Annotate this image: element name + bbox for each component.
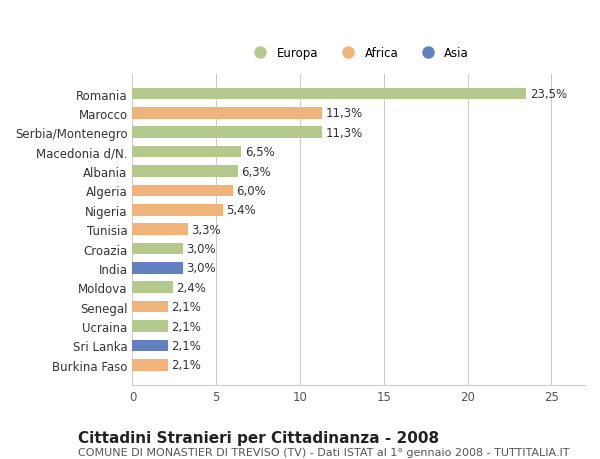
Bar: [133, 301, 167, 313]
Bar: [133, 340, 167, 352]
Text: 6,5%: 6,5%: [245, 146, 275, 159]
Text: 3,3%: 3,3%: [191, 223, 221, 236]
Legend: Europa, Africa, Asia: Europa, Africa, Asia: [245, 43, 472, 63]
Bar: [133, 263, 183, 274]
Text: COMUNE DI MONASTIER DI TREVISO (TV) - Dati ISTAT al 1° gennaio 2008 - TUTTITALIA: COMUNE DI MONASTIER DI TREVISO (TV) - Da…: [78, 447, 569, 457]
Text: 2,1%: 2,1%: [171, 358, 201, 371]
Text: 5,4%: 5,4%: [226, 204, 256, 217]
Text: 23,5%: 23,5%: [530, 88, 567, 101]
Bar: [133, 89, 526, 100]
Text: 2,1%: 2,1%: [171, 301, 201, 313]
Bar: [133, 205, 223, 216]
Bar: [133, 127, 322, 139]
Bar: [133, 185, 233, 197]
Text: Cittadini Stranieri per Cittadinanza - 2008: Cittadini Stranieri per Cittadinanza - 2…: [78, 430, 439, 445]
Text: 3,0%: 3,0%: [186, 262, 216, 275]
Text: 2,4%: 2,4%: [176, 281, 206, 294]
Text: 2,1%: 2,1%: [171, 339, 201, 352]
Text: 6,3%: 6,3%: [241, 165, 271, 178]
Bar: [133, 320, 167, 332]
Text: 11,3%: 11,3%: [325, 127, 362, 140]
Bar: [133, 359, 167, 371]
Text: 3,0%: 3,0%: [186, 242, 216, 256]
Text: 11,3%: 11,3%: [325, 107, 362, 120]
Bar: [133, 108, 322, 119]
Bar: [133, 282, 173, 293]
Text: 6,0%: 6,0%: [236, 185, 266, 197]
Bar: [133, 224, 188, 235]
Bar: [133, 243, 183, 255]
Bar: [133, 166, 238, 178]
Bar: [133, 146, 241, 158]
Text: 2,1%: 2,1%: [171, 320, 201, 333]
